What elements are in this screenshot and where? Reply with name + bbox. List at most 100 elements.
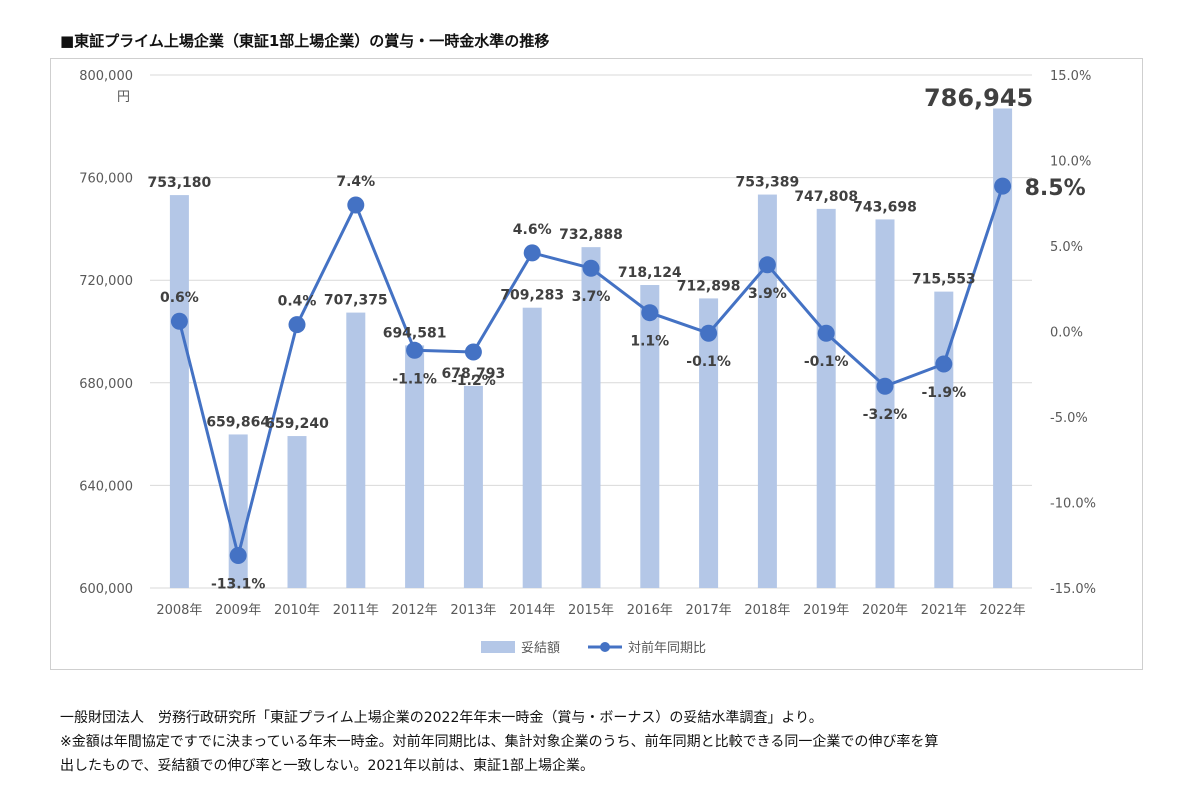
yoy-point-2009年 (229, 547, 247, 565)
bar-value-label: 732,888 (559, 227, 623, 243)
bar-2018年 (757, 194, 777, 588)
line-value-label: 7.4% (336, 174, 375, 190)
legend-swatch-marker (600, 642, 610, 652)
bar-value-label: 707,375 (324, 293, 388, 309)
line-value-label: 3.9% (748, 286, 787, 302)
bar-2011年 (346, 312, 366, 588)
x-tick-label: 2014年 (509, 603, 555, 618)
x-tick-label: 2011年 (333, 603, 379, 618)
x-tick-label: 2021年 (921, 603, 967, 618)
x-tick-label: 2018年 (744, 603, 790, 618)
bar-value-label: 659,864 (206, 414, 270, 430)
yoy-point-2012年 (406, 341, 424, 359)
x-tick-label: 2012年 (392, 603, 438, 618)
bar-value-label: 659,240 (265, 416, 329, 432)
x-tick-label: 2019年 (803, 603, 849, 618)
y-left-tick-label: 640,000 (79, 479, 133, 494)
bar-value-label: 709,283 (500, 288, 564, 304)
x-tick-label: 2020年 (862, 603, 908, 618)
bar-2020年 (875, 219, 895, 589)
bar-2015年 (581, 247, 601, 588)
bar-2019年 (816, 208, 836, 588)
bar-value-label: 753,180 (148, 175, 212, 191)
yoy-point-2011年 (347, 196, 365, 214)
yoy-point-2020年 (876, 377, 894, 395)
x-tick-label: 2015年 (568, 603, 614, 618)
line-value-label: 4.6% (513, 222, 552, 238)
line-value-label: 8.5% (1025, 176, 1086, 201)
bar-value-label: 715,553 (912, 272, 976, 288)
source-note: 一般財団法人 労務行政研究所「東証プライム上場企業の2022年年末一時金（賞与・… (60, 710, 823, 726)
line-value-label: -0.1% (804, 354, 849, 370)
line-value-label: 1.1% (630, 334, 669, 350)
yoy-point-2022年 (994, 177, 1012, 195)
line-value-label: -13.1% (211, 577, 265, 593)
legend-swatch-bar (481, 641, 515, 653)
y-left-tick-label: 720,000 (79, 274, 133, 289)
yoy-point-2018年 (758, 256, 776, 274)
line-value-label: -0.1% (686, 354, 731, 370)
bar-2016年 (640, 285, 660, 588)
yoy-point-2016年 (641, 304, 659, 322)
bar-2017年 (699, 298, 719, 588)
yoy-point-2014年 (523, 244, 541, 262)
x-tick-label: 2010年 (274, 603, 320, 618)
line-value-label: -1.1% (392, 371, 437, 387)
y-right-tick-label: -15.0% (1050, 582, 1096, 597)
yoy-point-2021年 (935, 355, 953, 373)
y-right-tick-label: 10.0% (1050, 155, 1091, 170)
yoy-point-2019年 (817, 324, 835, 342)
line-value-label: 0.4% (278, 294, 317, 310)
x-tick-label: 2022年 (980, 603, 1026, 618)
x-tick-label: 2013年 (450, 603, 496, 618)
bar-2009年 (228, 434, 248, 588)
chart-frame (50, 58, 1143, 670)
y-left-tick-label: 600,000 (79, 582, 133, 597)
yoy-point-2010年 (288, 316, 306, 334)
yoy-point-2013年 (464, 343, 482, 361)
y-right-tick-label: 15.0% (1050, 69, 1091, 84)
y-right-tick-label: 0.0% (1050, 326, 1083, 341)
bar-2022年 (993, 108, 1013, 588)
footnote-line-1: ※金額は年間協定ですでに決まっている年末一時金。対前年同期比は、集計対象企業のう… (60, 734, 939, 750)
y-left-tick-label: 680,000 (79, 377, 133, 392)
y-left-tick-label: 800,000 (79, 69, 133, 84)
bar-2008年 (169, 195, 189, 588)
line-value-label: 0.6% (160, 290, 199, 306)
x-tick-label: 2008年 (156, 603, 202, 618)
bar-value-label: 694,581 (383, 325, 447, 341)
line-value-label: 3.7% (572, 289, 611, 305)
line-value-label: -1.2% (451, 373, 496, 389)
legend-label-bar: 妥結額 (521, 641, 560, 656)
bar-value-label: 678,793 (442, 366, 506, 382)
footnote-line-2: 出したもので、妥結額での伸び率と一致しない。2021年以前は、東証1部上場企業。 (60, 758, 594, 774)
x-tick-label: 2016年 (627, 603, 673, 618)
y-right-tick-label: -5.0% (1050, 411, 1088, 426)
bar-value-label: 743,698 (853, 199, 917, 215)
y-left-tick-label: 760,000 (79, 172, 133, 187)
bar-value-label: 712,898 (677, 278, 741, 294)
line-value-label: -3.2% (863, 407, 908, 423)
y-right-tick-label: 5.0% (1050, 240, 1083, 255)
y-right-tick-label: -10.0% (1050, 497, 1096, 512)
bar-2010年 (287, 436, 307, 588)
y-left-unit-label: 円 (117, 90, 130, 105)
bar-value-label: 747,808 (794, 189, 858, 205)
bar-value-label: 718,124 (618, 265, 682, 281)
bar-2012年 (405, 345, 425, 588)
x-tick-label: 2017年 (686, 603, 732, 618)
yoy-point-2008年 (170, 312, 188, 330)
line-value-label: -1.9% (921, 385, 966, 401)
bar-2013年 (463, 385, 483, 588)
legend-label-line: 対前年同期比 (628, 640, 706, 656)
yoy-point-2015年 (582, 259, 600, 277)
bar-value-label: 753,389 (736, 175, 800, 191)
yoy-point-2017年 (700, 324, 718, 342)
source-notes: 一般財団法人 労務行政研究所「東証プライム上場企業の2022年年末一時金（賞与・… (60, 706, 1160, 778)
bar-value-label: 786,945 (924, 84, 1033, 112)
bar-2014年 (522, 307, 542, 588)
chart-title: ■東証プライム上場企業（東証1部上場企業）の賞与・一時金水準の推移 (60, 32, 550, 50)
bar-2021年 (934, 291, 954, 588)
x-tick-label: 2009年 (215, 603, 261, 618)
